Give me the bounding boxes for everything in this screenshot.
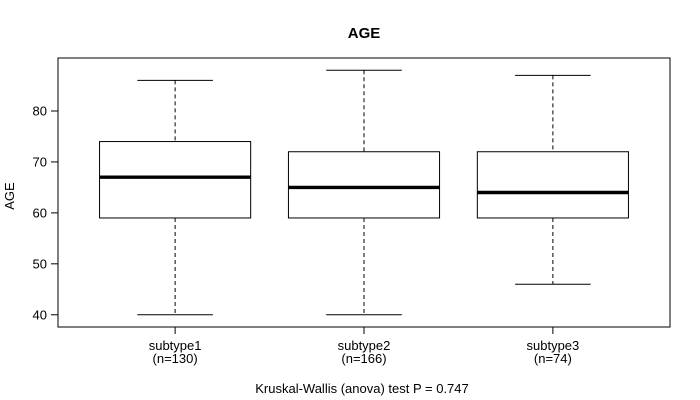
iqr-box — [99, 141, 252, 219]
y-tick-label: 60 — [33, 205, 47, 220]
stats-annotation: Kruskal-Wallis (anova) test P = 0.747 — [255, 381, 469, 396]
chart-title: AGE — [348, 25, 381, 42]
category-n-label: (n=74) — [534, 351, 572, 366]
category-label: subtype2 — [338, 338, 391, 353]
iqr-box — [287, 151, 441, 219]
category-label: subtype1 — [149, 338, 202, 353]
iqr-box — [476, 151, 629, 219]
y-tick-label: 40 — [33, 307, 47, 322]
y-tick-label: 50 — [33, 256, 47, 271]
category-n-label: (n=130) — [153, 351, 198, 366]
y-tick-label: 80 — [33, 103, 47, 118]
y-axis-label: AGE — [2, 182, 17, 210]
y-tick-label: 70 — [33, 154, 47, 169]
category-label: subtype3 — [527, 338, 580, 353]
category-n-label: (n=166) — [341, 351, 386, 366]
plot-area: 40 50 60 70 80 subtype1(n=130) subtype2(n=166)… — [33, 69, 629, 366]
